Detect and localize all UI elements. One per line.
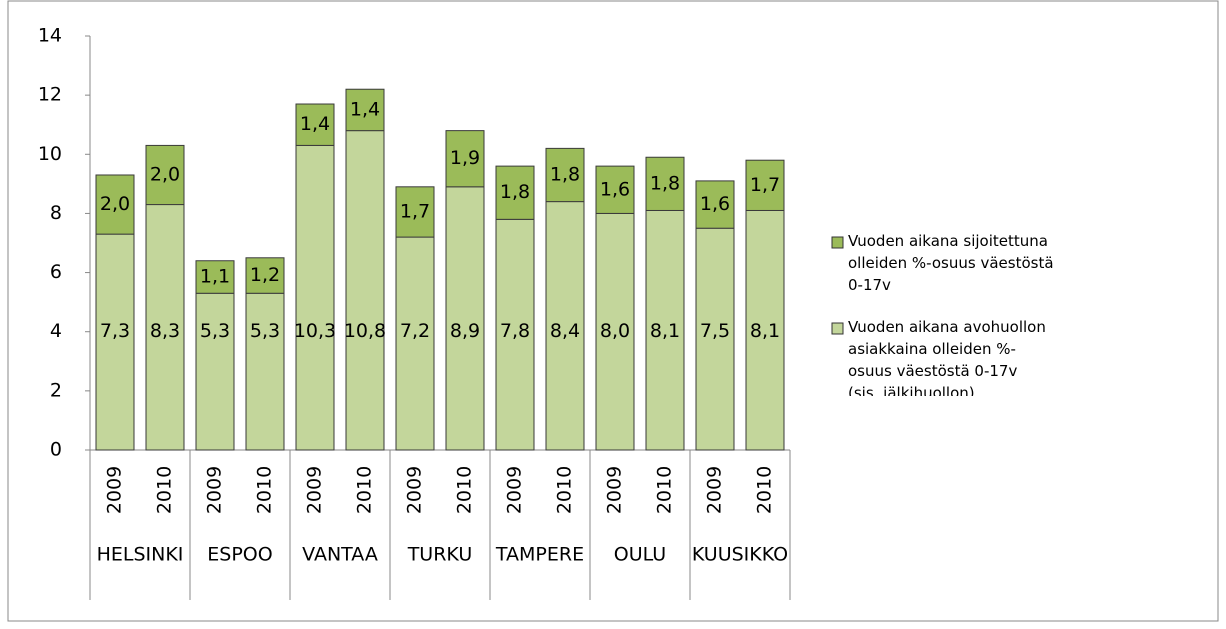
- bar-segment: [745, 209, 785, 451]
- x-tick-label: 2009: [604, 466, 626, 514]
- bar-segment: [95, 174, 135, 235]
- y-tick-label: 12: [38, 84, 62, 106]
- bar-segment: [145, 204, 185, 451]
- data-label: 5,3: [250, 320, 280, 342]
- legend-entry: Vuoden aikana sijoitettuna olleiden %-os…: [848, 232, 1054, 294]
- bar-segment: [595, 212, 635, 451]
- bar-segment: [695, 227, 735, 451]
- data-label: 1,9: [450, 147, 480, 169]
- x-tick-label: 2009: [304, 466, 326, 514]
- data-label: 2,0: [150, 163, 180, 185]
- group-label: VANTAA: [302, 544, 378, 566]
- data-label: 1,7: [400, 200, 430, 222]
- x-tick-label: 2009: [204, 466, 226, 514]
- data-label: 8,4: [550, 320, 580, 342]
- y-tick-label: 6: [50, 261, 62, 283]
- y-tick-label: 10: [38, 143, 62, 165]
- x-tick-label: 2010: [654, 466, 676, 514]
- legend-label: Vuoden aikana avohuollon asiakkaina olle…: [848, 318, 1046, 396]
- bar-segment: [395, 186, 435, 238]
- x-tick-label: 2010: [154, 466, 176, 514]
- y-tick-label: 14: [38, 25, 62, 47]
- group-label: TAMPERE: [495, 544, 584, 566]
- data-label: 1,2: [250, 264, 280, 286]
- data-label: 1,1: [200, 266, 230, 288]
- legend-entry: Vuoden aikana avohuollon asiakkaina olle…: [848, 318, 1046, 396]
- group-label: HELSINKI: [97, 544, 184, 566]
- data-label: 1,4: [300, 113, 330, 135]
- bar-segment: [445, 186, 485, 451]
- data-label: 7,2: [400, 320, 430, 342]
- bar-segment: [745, 159, 785, 211]
- group-label: ESPOO: [207, 544, 272, 566]
- data-label: 7,8: [500, 320, 530, 342]
- bar-segment: [495, 218, 535, 451]
- data-label: 1,8: [500, 181, 530, 203]
- bar-segment: [245, 257, 285, 294]
- bar-segment: [645, 156, 685, 211]
- bar-segment: [345, 130, 385, 451]
- group-label: KUUSIKKO: [692, 544, 788, 566]
- data-label: 8,1: [750, 320, 780, 342]
- data-label: 1,8: [550, 163, 580, 185]
- bar-segment: [295, 103, 335, 146]
- data-label: 10,8: [344, 320, 386, 342]
- bar-segment: [545, 147, 585, 203]
- bar-segment: [445, 130, 485, 188]
- data-label: 8,9: [450, 320, 480, 342]
- x-tick-label: 2009: [704, 466, 726, 514]
- data-label: 7,3: [100, 320, 130, 342]
- bar-segment: [595, 165, 635, 214]
- group-label: TURKU: [407, 544, 473, 566]
- x-tick-label: 2010: [254, 466, 276, 514]
- x-tick-label: 2010: [754, 466, 776, 514]
- data-label: 8,0: [600, 320, 630, 342]
- data-label: 5,3: [200, 320, 230, 342]
- y-tick-label: 8: [50, 202, 62, 224]
- legend-swatch: [831, 322, 844, 335]
- bar-segment: [295, 144, 335, 451]
- x-tick-label: 2010: [354, 466, 376, 514]
- bar-segment: [495, 165, 535, 220]
- data-label: 1,6: [600, 178, 630, 200]
- y-tick-label: 2: [50, 379, 62, 401]
- legend-swatch: [831, 236, 844, 249]
- bar-segment: [695, 180, 735, 229]
- y-tick-label: 0: [50, 439, 62, 461]
- data-label: 10,3: [294, 320, 336, 342]
- x-tick-label: 2009: [404, 466, 426, 514]
- y-tick-label: 4: [50, 320, 62, 342]
- bar-segment: [195, 292, 235, 451]
- data-label: 1,4: [350, 98, 380, 120]
- data-label: 1,6: [700, 193, 730, 215]
- bar-segment: [95, 233, 135, 451]
- bar-segment: [195, 260, 235, 294]
- data-label: 8,3: [150, 320, 180, 342]
- x-tick-label: 2010: [554, 466, 576, 514]
- data-label: 7,5: [700, 320, 730, 342]
- bar-segment: [345, 88, 385, 132]
- x-tick-label: 2010: [454, 466, 476, 514]
- data-label: 1,7: [750, 174, 780, 196]
- bar-segment: [145, 144, 185, 206]
- data-label: 8,1: [650, 320, 680, 342]
- group-label: OULU: [614, 544, 666, 566]
- bar-segment: [395, 236, 435, 451]
- x-tick-label: 2009: [504, 466, 526, 514]
- data-label: 1,8: [650, 172, 680, 194]
- data-label: 2,0: [100, 193, 130, 215]
- x-tick-label: 2009: [104, 466, 126, 514]
- bar-segment: [245, 292, 285, 451]
- legend-label: Vuoden aikana sijoitettuna olleiden %-os…: [848, 232, 1054, 294]
